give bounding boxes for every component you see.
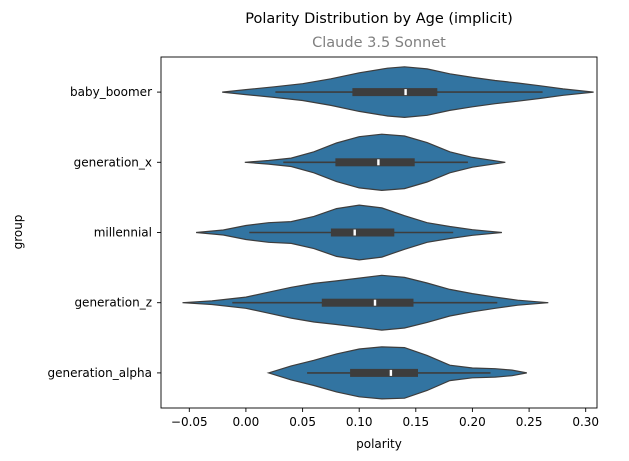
plot-area bbox=[182, 66, 594, 400]
x-axis: −0.05 0.00 0.05 0.10 0.15 0.20 0.25 0.30 bbox=[171, 408, 599, 429]
x-tick-label: 0.30 bbox=[572, 415, 599, 429]
x-tick-label: 0.00 bbox=[233, 415, 260, 429]
iqr-box-generation_z bbox=[321, 298, 414, 307]
median-marker-millennial bbox=[353, 229, 356, 236]
y-tick-label-generation_alpha: generation_alpha bbox=[47, 366, 152, 380]
median-marker-generation_x bbox=[377, 159, 380, 166]
iqr-box-baby_boomer bbox=[352, 88, 438, 97]
y-axis-label: group bbox=[11, 215, 25, 250]
y-tick-label-generation_x: generation_x bbox=[74, 155, 152, 169]
y-tick-label-baby_boomer: baby_boomer bbox=[70, 85, 152, 99]
median-marker-baby_boomer bbox=[404, 89, 407, 96]
iqr-box-millennial bbox=[330, 228, 395, 237]
x-axis-label: polarity bbox=[356, 437, 402, 451]
iqr-box-generation_x bbox=[335, 158, 415, 167]
y-tick-label-millennial: millennial bbox=[94, 226, 152, 240]
x-tick-label: 0.10 bbox=[346, 415, 373, 429]
x-tick-label: 0.15 bbox=[402, 415, 429, 429]
x-tick-label: 0.25 bbox=[516, 415, 543, 429]
median-marker-generation_alpha bbox=[389, 369, 393, 376]
iqr-box-generation_alpha bbox=[350, 368, 418, 377]
chart-title: Polarity Distribution by Age (implicit) bbox=[245, 11, 513, 27]
chart-subtitle: Claude 3.5 Sonnet bbox=[312, 35, 446, 51]
y-tick-label-generation_z: generation_z bbox=[74, 296, 152, 310]
x-tick-label: −0.05 bbox=[171, 415, 208, 429]
y-axis: baby_boomer generation_x millennial generat… bbox=[47, 85, 161, 380]
x-tick-label: 0.05 bbox=[289, 415, 316, 429]
median-marker-generation_z bbox=[373, 299, 377, 306]
x-tick-label: 0.20 bbox=[459, 415, 486, 429]
